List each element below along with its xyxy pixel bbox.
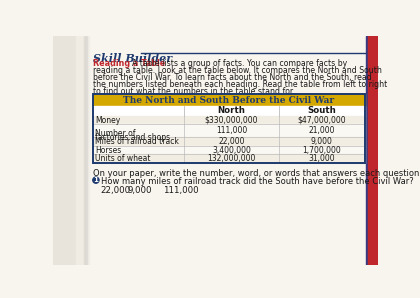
Bar xyxy=(93,137,365,146)
Text: 132,000,000: 132,000,000 xyxy=(207,154,256,163)
Text: Miles of railroad track: Miles of railroad track xyxy=(95,137,179,146)
Text: $47,000,000: $47,000,000 xyxy=(297,116,346,125)
Text: factories and shops: factories and shops xyxy=(95,133,170,142)
Circle shape xyxy=(93,177,99,183)
Bar xyxy=(93,124,365,137)
Text: On your paper, write the number, word, or words that answers each question.: On your paper, write the number, word, o… xyxy=(93,169,420,178)
Bar xyxy=(89,36,90,265)
Text: 22,000: 22,000 xyxy=(100,186,131,195)
Bar xyxy=(93,94,365,106)
Text: Reading a Table: Reading a Table xyxy=(93,59,165,68)
Bar xyxy=(87,36,88,265)
Text: Units of wheat: Units of wheat xyxy=(95,154,151,163)
Bar xyxy=(93,116,365,124)
Text: A table lists a group of facts. You can compare facts by: A table lists a group of facts. You can … xyxy=(131,59,347,68)
Bar xyxy=(85,36,86,265)
Text: 1: 1 xyxy=(94,177,98,183)
Text: to find out what the numbers in the table stand for.: to find out what the numbers in the tabl… xyxy=(93,87,295,96)
Bar xyxy=(76,36,87,265)
Bar xyxy=(88,36,89,265)
Bar xyxy=(93,106,365,116)
Text: Number of: Number of xyxy=(95,129,136,138)
Bar xyxy=(86,36,87,265)
Text: The North and South Before the Civil War: The North and South Before the Civil War xyxy=(123,96,334,105)
Text: South: South xyxy=(307,106,336,115)
Bar xyxy=(368,36,378,265)
Bar xyxy=(365,36,368,265)
Text: 31,000: 31,000 xyxy=(309,154,335,163)
Text: Horses: Horses xyxy=(95,146,121,155)
Bar xyxy=(52,36,84,265)
Text: the numbers listed beneath each heading. Read the table from left to right: the numbers listed beneath each heading.… xyxy=(93,80,387,89)
Text: Money: Money xyxy=(95,116,121,125)
Text: How many miles of railroad track did the South have before the Civil War?: How many miles of railroad track did the… xyxy=(100,177,413,187)
Text: 9,000: 9,000 xyxy=(311,137,333,146)
Text: North: North xyxy=(218,106,245,115)
Bar xyxy=(93,146,365,154)
Text: 1,700,000: 1,700,000 xyxy=(302,146,341,155)
Text: 21,000: 21,000 xyxy=(309,126,335,135)
Text: before the Civil War. To learn facts about the North and the South, read: before the Civil War. To learn facts abo… xyxy=(93,73,372,82)
Text: reading a table. Look at the table below. It compares the North and South: reading a table. Look at the table below… xyxy=(93,66,382,75)
Text: 22,000: 22,000 xyxy=(218,137,245,146)
Text: 111,000: 111,000 xyxy=(163,186,198,195)
Text: 3,400,000: 3,400,000 xyxy=(212,146,251,155)
Text: 111,000: 111,000 xyxy=(216,126,247,135)
Text: 9,000: 9,000 xyxy=(128,186,152,195)
Bar xyxy=(84,36,85,265)
Text: $330,000,000: $330,000,000 xyxy=(205,116,258,125)
Bar xyxy=(93,154,365,163)
Text: Skill Builder: Skill Builder xyxy=(93,53,172,64)
